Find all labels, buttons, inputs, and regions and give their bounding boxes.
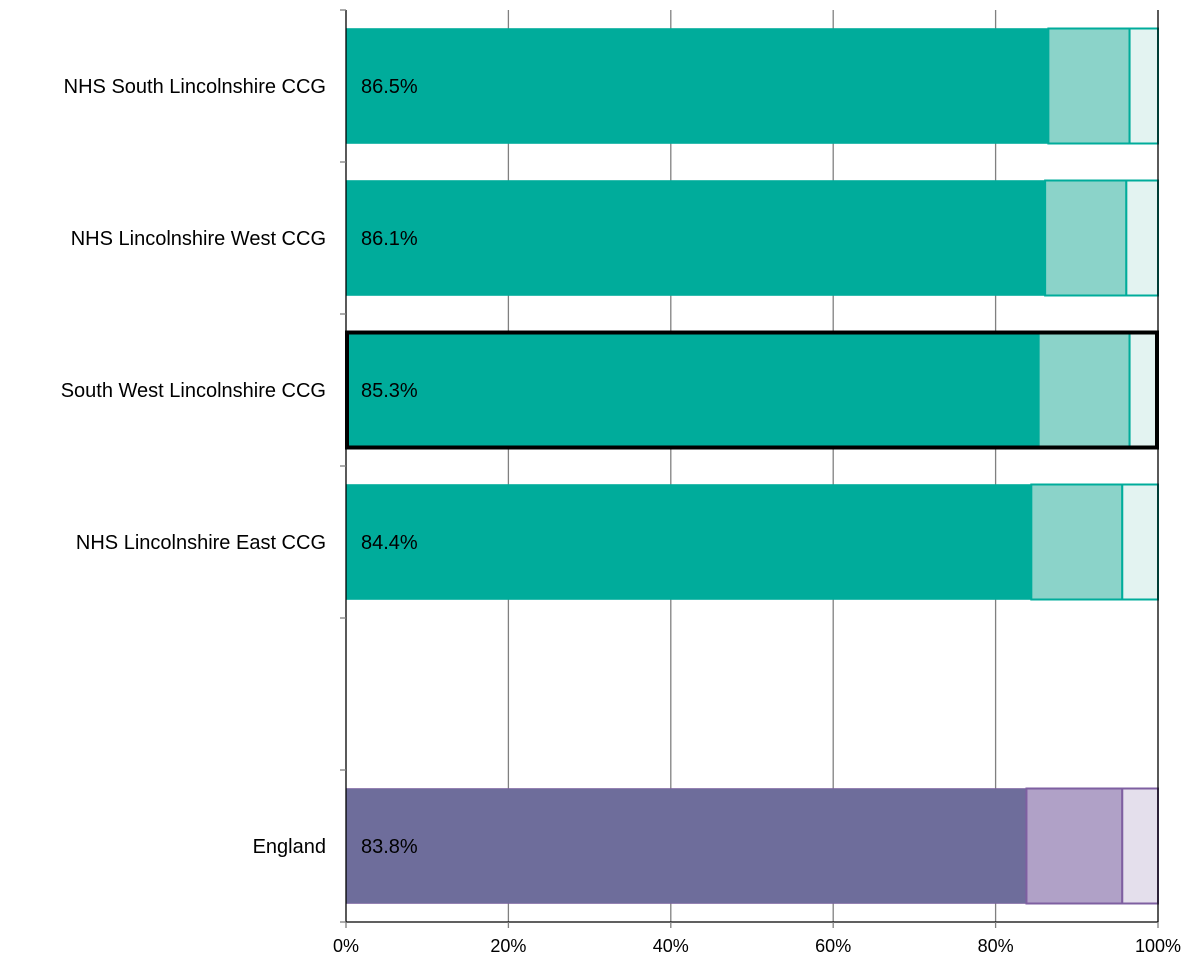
bar-segment-5-0 [345, 788, 1027, 904]
bars [345, 27, 1160, 905]
axes [340, 9, 1159, 928]
value-label-1: 86.1% [361, 228, 418, 250]
bar-segment-0-2 [1128, 27, 1159, 145]
x-tick-label-3: 60% [815, 936, 851, 956]
x-tick-label-4: 80% [978, 936, 1014, 956]
x-tick-label-0: 0% [333, 936, 359, 956]
bar-segment-5-1 [1025, 787, 1124, 905]
value-label-3: 84.4% [361, 532, 418, 554]
bar-segment-3-1 [1030, 483, 1124, 601]
bar-segment-1-1 [1044, 179, 1128, 297]
bar-segment-2-1 [1037, 331, 1131, 449]
bar-segment-0-1 [1047, 27, 1131, 145]
bar-segment-3-0 [345, 484, 1032, 600]
highlight-outline [345, 330, 1159, 450]
bar-segment-0-0 [345, 28, 1049, 144]
category-label-2: South West Lincolnshire CCG [61, 380, 326, 402]
bar-segment-1-2 [1125, 179, 1160, 297]
category-label-1: NHS Lincolnshire West CCG [71, 228, 326, 250]
bar-segment-1-0 [345, 180, 1046, 296]
x-tick-label-5: 100% [1135, 936, 1181, 956]
labels: 86.5% NHS South Lincolnshire CCG 86.1% NHS … [61, 76, 1181, 956]
category-label-0: NHS South Lincolnshire CCG [64, 76, 326, 98]
gridlines [507, 10, 997, 922]
value-label-5: 83.8% [361, 836, 418, 858]
x-tick-label-2: 40% [653, 936, 689, 956]
bar-segment-2-2 [1128, 331, 1159, 449]
bar-segment-2-0 [345, 332, 1039, 448]
bar-segment-5-2 [1121, 787, 1159, 905]
category-label-5: England [253, 836, 326, 858]
x-tick-label-1: 20% [490, 936, 526, 956]
bar-segment-3-2 [1121, 483, 1159, 601]
value-label-2: 85.3% [361, 380, 418, 402]
value-label-0: 86.5% [361, 76, 418, 98]
category-label-3: NHS Lincolnshire East CCG [76, 532, 326, 554]
